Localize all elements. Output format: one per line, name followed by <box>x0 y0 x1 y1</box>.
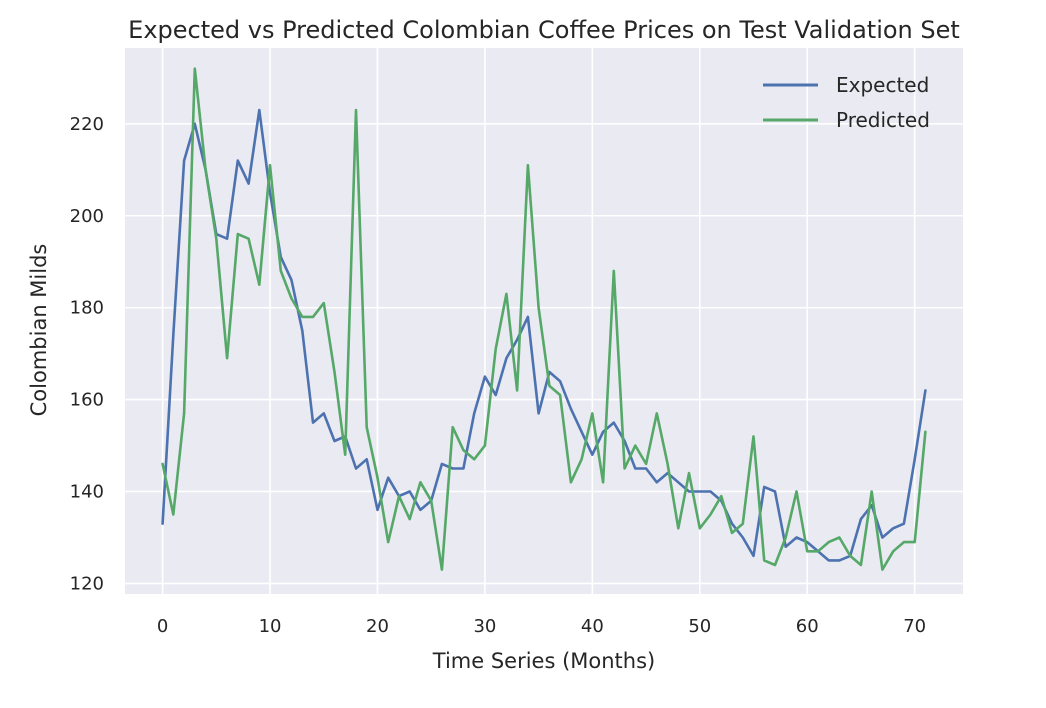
y-tick-label: 140 <box>70 482 104 503</box>
y-tick-label: 120 <box>70 573 104 594</box>
legend-label-predicted: Predicted <box>836 108 930 132</box>
x-tick-label: 0 <box>157 616 168 637</box>
series-line-expected <box>161 108 927 562</box>
x-tick-label: 10 <box>259 616 282 637</box>
x-tick-label: 50 <box>688 616 711 637</box>
plot-background <box>125 48 963 594</box>
x-tick-label: 30 <box>473 616 496 637</box>
grid-lines <box>125 48 963 594</box>
chart-title: Expected vs Predicted Colombian Coffee P… <box>128 16 960 44</box>
legend-label-expected: Expected <box>836 73 929 97</box>
x-tick-label: 60 <box>796 616 819 637</box>
legend: Expected Predicted <box>763 73 930 132</box>
y-tick-label: 160 <box>70 390 104 411</box>
y-tick-label: 200 <box>70 206 104 227</box>
x-axis-label: Time Series (Months) <box>432 649 655 673</box>
y-tick-label: 220 <box>70 114 104 135</box>
y-axis-label: Colombian Milds <box>27 244 51 417</box>
y-tick-label: 180 <box>70 298 104 319</box>
x-tick-label: 70 <box>903 616 926 637</box>
x-tick-label: 40 <box>581 616 604 637</box>
x-tick-labels: 0 10 20 30 40 50 60 70 <box>157 616 926 637</box>
x-tick-label: 20 <box>366 616 389 637</box>
series-line-predicted <box>161 67 927 571</box>
series-lines <box>161 67 927 571</box>
y-tick-labels: 120 140 160 180 200 220 <box>70 114 104 595</box>
